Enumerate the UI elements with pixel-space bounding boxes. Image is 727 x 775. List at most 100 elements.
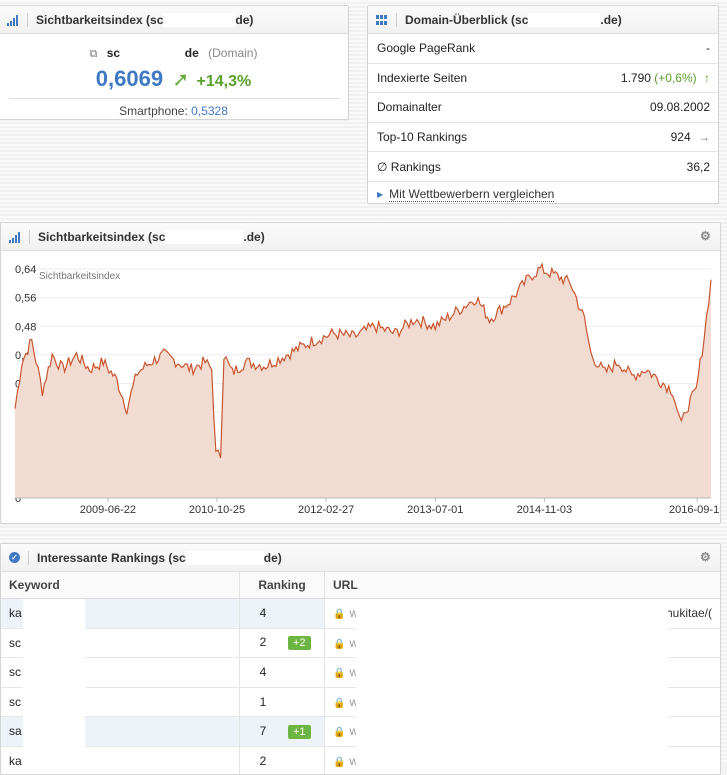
panel-title-suffix: de) — [264, 551, 282, 565]
check-circle-icon: ✓ — [9, 552, 20, 563]
divider — [9, 98, 340, 99]
panel-header: Sichtbarkeitsindex (sc de) — [0, 6, 348, 34]
lock-icon: 🔒 — [333, 698, 345, 709]
visibility-change: +14,3% — [197, 73, 252, 90]
overview-row-domain-age: Domainalter 09.08.2002 — [368, 93, 718, 123]
redacted-area — [186, 551, 264, 565]
panel-title: Sichtbarkeitsindex (sc — [36, 13, 163, 27]
row-value: - — [706, 41, 710, 55]
series-area — [15, 264, 711, 498]
keyword-text[interactable]: ka — [9, 606, 22, 620]
triangle-right-icon: ▶ — [377, 190, 383, 199]
column-header-url[interactable]: URL — [325, 572, 721, 599]
panel-title: Domain-Überblick (sc — [405, 13, 528, 27]
table-header-row: Keyword Ranking URL — [1, 572, 720, 599]
compare-competitors-link[interactable]: ▶ Mit Wettbewerbern vergleichen — [368, 182, 718, 208]
domain-prefix[interactable]: sc — [107, 46, 120, 60]
redacted-area — [165, 230, 243, 244]
ranking-value: 4 — [248, 665, 278, 679]
redacted-area — [123, 47, 181, 61]
row-label: Top-10 Rankings — [377, 130, 467, 144]
visibility-value-line: 0,6069 ➚ +14,3% — [0, 66, 348, 92]
row-value-group: 924 → — [671, 130, 710, 144]
visibility-summary-panel: Sichtbarkeitsindex (sc de) ⧉ sc de (Doma… — [0, 5, 349, 120]
column-header-ranking[interactable]: Ranking — [240, 572, 325, 599]
ranking-value: 2 — [248, 754, 278, 768]
visibility-chart: 0,640,560,480,40,320,240,160,0802009-06-… — [1, 251, 720, 521]
row-label: Indexierte Seiten — [377, 71, 467, 85]
row-value: 1.790 — [621, 71, 651, 85]
lock-icon: 🔒 — [333, 609, 345, 620]
ranking-cell: 7+1 — [240, 717, 325, 747]
domain-line: ⧉ sc de (Domain) — [0, 46, 348, 61]
overview-row-top10: Top-10 Rankings 924 → — [368, 123, 718, 153]
overview-row-pagerank: Google PageRank - — [368, 34, 718, 64]
ranking-cell: 4 — [240, 599, 325, 629]
x-tick-label: 2013-07-01 — [407, 504, 463, 516]
lock-icon: 🔒 — [333, 668, 345, 679]
row-value-group: 1.790 (+0,6%) ↑ — [621, 71, 710, 85]
row-value: 36,2 — [687, 160, 710, 174]
ranking-cell: 2 — [240, 746, 325, 775]
arrow-right-icon: → — [698, 130, 710, 144]
redacted-area — [528, 13, 600, 27]
panel-title-suffix: .de) — [243, 230, 264, 244]
keyword-text[interactable]: sc — [9, 695, 21, 709]
domain-suffix[interactable]: de — [185, 46, 199, 60]
panel-header: ✓ Interessante Rankings (sc de) ⚙ — [1, 544, 720, 572]
keyword-text[interactable]: ka — [9, 754, 22, 768]
visibility-value: 0,6069 — [96, 66, 163, 91]
redacted-urls — [356, 599, 668, 774]
redacted-area — [163, 13, 235, 27]
overview-row-avg-rankings: ∅ Rankings 36,2 — [368, 152, 718, 182]
domain-note: (Domain) — [208, 46, 257, 60]
row-value: 09.08.2002 — [650, 100, 710, 114]
gear-icon[interactable]: ⚙ — [700, 230, 712, 242]
header-separator — [27, 13, 28, 27]
ranking-cell: 4 — [240, 658, 325, 688]
smartphone-value: 0,5328 — [191, 104, 228, 118]
gear-icon[interactable]: ⚙ — [700, 551, 712, 563]
ranking-change-badge: +1 — [288, 725, 311, 739]
external-link-icon[interactable]: ⧉ — [90, 48, 98, 60]
row-label: ∅ Rankings — [377, 160, 441, 174]
x-tick-label: 2010-10-25 — [189, 504, 245, 516]
panel-title-suffix: de) — [235, 13, 253, 27]
row-label: Domainalter — [377, 100, 442, 114]
arrow-up-icon: ↑ — [704, 71, 710, 85]
keyword-text[interactable]: sc — [9, 636, 21, 650]
lock-icon: 🔒 — [333, 639, 345, 650]
panel-header: Domain-Überblick (sc .de) — [368, 6, 718, 34]
trend-up-icon: ➚ — [172, 69, 189, 91]
ranking-value: 4 — [248, 606, 278, 620]
x-tick-label: 2012-02-27 — [298, 504, 354, 516]
panel-title: Interessante Rankings (sc — [37, 551, 186, 565]
header-separator — [396, 13, 397, 27]
url-tail-text[interactable]: hukitae/( — [666, 606, 712, 620]
ranking-change-badge: +2 — [288, 636, 311, 650]
signal-bars-icon — [9, 231, 21, 243]
domain-overview-panel: Domain-Überblick (sc .de) Google PageRan… — [367, 5, 719, 204]
compare-link-label[interactable]: Mit Wettbewerbern vergleichen — [389, 187, 554, 202]
smartphone-line: Smartphone: 0,5328 — [0, 104, 348, 118]
ranking-cell: 1 — [240, 687, 325, 717]
lock-icon: 🔒 — [333, 757, 345, 768]
redacted-keywords — [23, 599, 85, 774]
panel-title: Sichtbarkeitsindex (sc — [38, 230, 165, 244]
x-tick-label: 2014-11-03 — [517, 504, 572, 516]
panel-title-suffix: .de) — [600, 13, 621, 27]
row-label: Google PageRank — [377, 41, 475, 55]
row-value: 924 — [671, 130, 691, 144]
ranking-cell: 2+2 — [240, 628, 325, 658]
lock-icon: 🔒 — [333, 727, 345, 738]
header-separator — [29, 230, 30, 244]
x-tick-label: 2009-06-22 — [80, 504, 136, 516]
panel-header: Sichtbarkeitsindex (sc .de) ⚙ — [1, 223, 720, 251]
column-header-keyword[interactable]: Keyword — [1, 572, 240, 599]
keyword-text[interactable]: sc — [9, 665, 21, 679]
ranking-value: 1 — [248, 695, 278, 709]
signal-bars-icon — [7, 14, 19, 26]
chart-legend: Sichtbarkeitsindex — [39, 271, 120, 282]
row-change: (+0,6%) — [654, 71, 696, 85]
